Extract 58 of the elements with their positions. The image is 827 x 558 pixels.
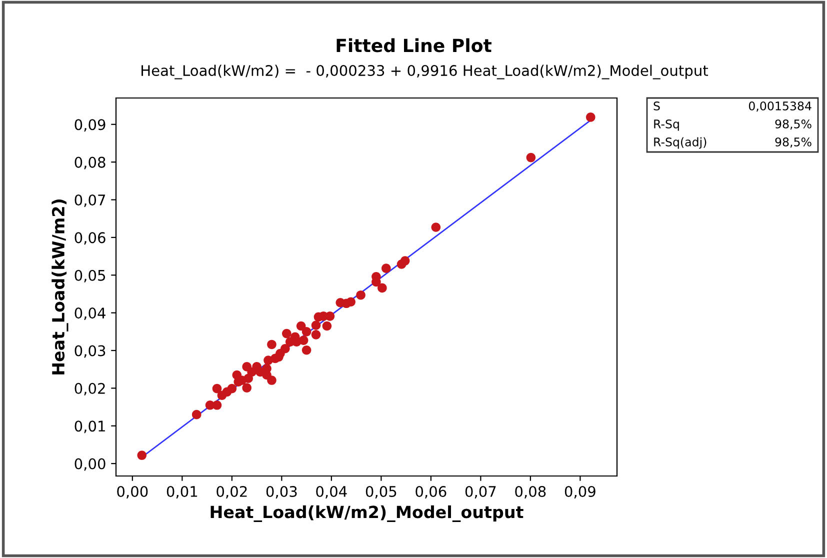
point <box>282 328 292 338</box>
point <box>192 410 202 420</box>
y-tick-label: 0,01 <box>74 420 105 434</box>
point <box>274 352 284 362</box>
y-tick-label: 0,07 <box>74 194 106 207</box>
x-tick-label: 0,07 <box>465 486 496 498</box>
text: 0,0015384 <box>748 101 812 112</box>
chart-title: Fitted Line Plot <box>336 38 492 52</box>
point <box>431 222 441 232</box>
x-tick-label: 0,03 <box>266 486 297 498</box>
point <box>137 450 147 460</box>
point <box>396 260 406 269</box>
point <box>242 383 252 392</box>
y-axis-title: Heat_Load(kW/m2) <box>52 200 68 374</box>
point <box>205 400 215 410</box>
point <box>217 390 227 400</box>
point <box>267 376 276 385</box>
point <box>336 298 346 308</box>
point <box>526 152 536 162</box>
text: 98,5% <box>775 119 812 130</box>
x-tick-label: 0,00 <box>117 486 148 498</box>
y-tick-label: 0,04 <box>74 308 106 320</box>
y-tick-label: 0,02 <box>74 382 105 396</box>
point <box>212 384 222 394</box>
point <box>267 340 276 350</box>
text: S <box>654 101 660 110</box>
text: R-Sq <box>654 119 679 131</box>
chart-subtitle: Heat_Load(kW/m2) = - 0,000233 + 0,9916 Heat_Load(kW/m2)_Model_output <box>142 64 708 80</box>
point <box>298 336 308 345</box>
point <box>256 367 265 377</box>
point <box>302 327 312 336</box>
point <box>586 112 596 122</box>
text: R-Sq(adj) <box>654 137 706 149</box>
y-tick-label: 0,00 <box>74 458 106 471</box>
x-tick-label: 0,09 <box>564 486 596 498</box>
point <box>378 283 387 293</box>
point <box>296 321 306 331</box>
y-tick-label: 0,05 <box>74 270 106 282</box>
x-tick-label: 0,08 <box>515 486 546 498</box>
point <box>381 264 391 274</box>
point <box>322 321 332 331</box>
y-tick-label: 0,09 <box>74 119 106 132</box>
x-tick-label: 0,05 <box>366 486 396 498</box>
y-tick-label: 0,03 <box>74 345 106 358</box>
x-axis-title: Heat_Load(kW/m2)_Model_output <box>210 505 524 522</box>
point <box>242 362 252 372</box>
x-tick-label: 0,06 <box>416 486 446 498</box>
point <box>302 345 312 355</box>
x-tick-label: 0,01 <box>166 486 198 498</box>
x-tick-label: 0,02 <box>216 486 247 498</box>
y-tick-label: 0,08 <box>74 156 106 170</box>
point <box>311 330 321 340</box>
point <box>264 356 273 365</box>
point <box>311 320 321 330</box>
point <box>356 290 366 300</box>
x-tick-label: 0,04 <box>316 486 347 498</box>
text: 98,5% <box>775 137 812 148</box>
y-tick-label: 0,06 <box>74 232 106 245</box>
